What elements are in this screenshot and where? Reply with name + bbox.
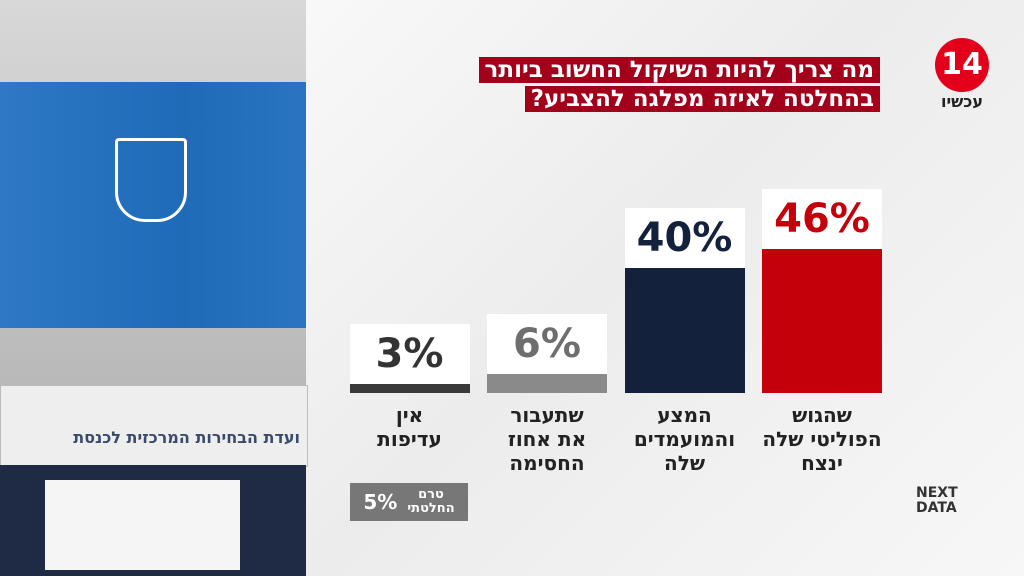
value-label: 40% [624, 207, 745, 268]
emblem [115, 138, 187, 222]
source-logo: NEXT DATA [916, 485, 958, 516]
category-label: שתעבור את אחוז החסימה [507, 403, 587, 475]
logo-circle: 14 [935, 38, 989, 92]
sign [0, 385, 308, 467]
category-label: אין עדיפות [377, 403, 442, 451]
paper [45, 480, 240, 570]
bar [349, 383, 470, 393]
bar [487, 374, 607, 393]
note-value: 5% [363, 490, 398, 514]
note-label: טרם החלטתי [407, 487, 455, 516]
category-label: המצע והמועמדים שלה [633, 403, 736, 475]
category-label: שהגוש הפוליטי שלה ינצח [762, 403, 882, 475]
logo-text: עכשיו [940, 92, 984, 111]
bar [624, 267, 745, 393]
title-text: מה צריך להיות השיקול החשוב ביותר בהחלטה … [478, 57, 880, 112]
photo: ועדת הבחירות המרכזית לכנסת [0, 0, 308, 576]
sign-text: ועדת הבחירות המרכזית לכנסת [73, 428, 300, 447]
value-label: 46% [762, 189, 882, 250]
chart-title: מה צריך להיות השיקול החשוב ביותר בהחלטה … [478, 56, 880, 114]
booth [0, 82, 306, 328]
value-label: 3% [349, 323, 470, 384]
bar [762, 249, 882, 393]
value-label: 6% [487, 314, 607, 375]
note-box: טרם החלטתי 5% [350, 483, 468, 521]
